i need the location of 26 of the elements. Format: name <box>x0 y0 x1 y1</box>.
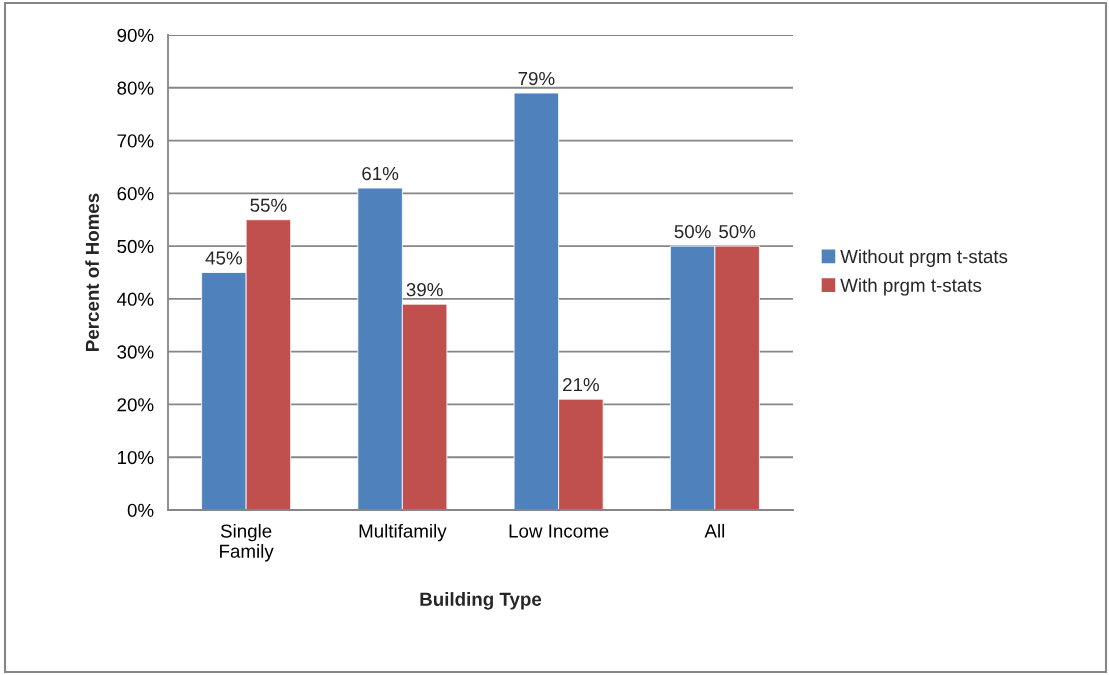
y-tick-label: 70% <box>117 134 154 148</box>
y-tick-label: 0% <box>127 503 154 517</box>
data-label: 21% <box>563 378 599 392</box>
data-label: 61% <box>362 166 399 181</box>
legend-label: Without prgm t-stats <box>840 249 1008 267</box>
y-tick-label: 80% <box>117 81 154 95</box>
x-tick-label: Multifamily <box>359 523 447 542</box>
data-label: 79% <box>518 71 555 86</box>
y-tick-label: 90% <box>117 28 154 42</box>
data-label: 45% <box>205 251 242 265</box>
x-tick-label: Single Family <box>220 523 274 562</box>
y-tick-label: 30% <box>117 345 154 359</box>
y-tick-label: 50% <box>117 239 154 254</box>
data-label: 55% <box>250 198 287 212</box>
legend-label: With prgm t-stats <box>840 278 982 296</box>
x-tick-label: Low Income <box>509 524 609 538</box>
x-axis-title: Building Type <box>420 592 542 610</box>
y-tick-label: 10% <box>118 450 154 465</box>
y-axis-title: Percent of Homes <box>85 193 99 351</box>
x-tick-label: All <box>704 523 725 538</box>
data-label: 50% <box>719 224 756 239</box>
y-tick-label: 20% <box>117 398 154 412</box>
y-tick-label: 40% <box>117 292 154 306</box>
data-label: 39% <box>406 283 443 297</box>
data-label: 50% <box>674 224 711 239</box>
y-tick-label: 60% <box>117 187 154 201</box>
